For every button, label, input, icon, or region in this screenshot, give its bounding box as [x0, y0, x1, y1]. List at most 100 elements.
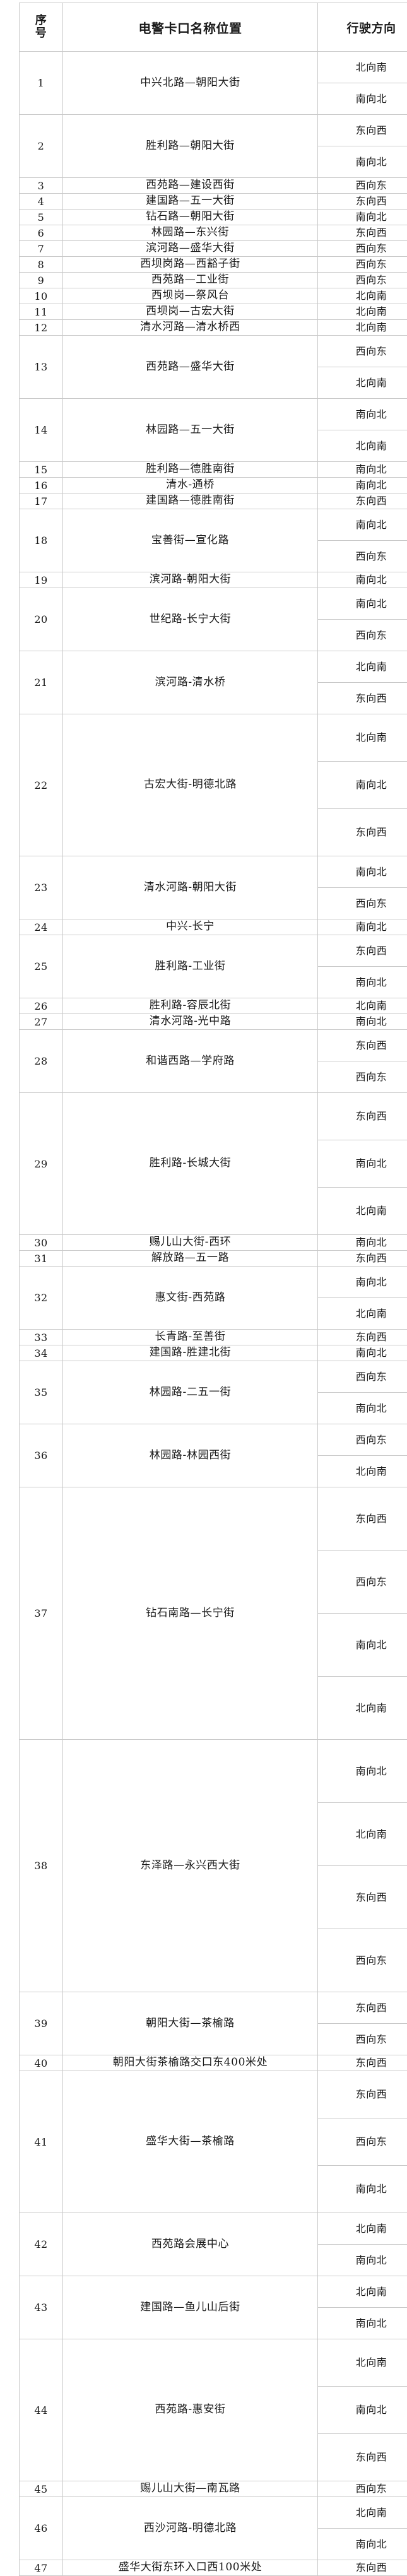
direction-list: 南向北 [318, 572, 407, 588]
cell-index: 38 [20, 1740, 63, 1992]
cell-direction: 西向东 [318, 241, 407, 256]
cell-direction-group: 东向西西向东南向北北向南 [318, 1487, 407, 1740]
cell-direction: 南向北 [318, 146, 407, 178]
direction-row: 东向西 [318, 2560, 407, 2575]
direction-row: 西向东 [318, 273, 407, 288]
cell-index: 41 [20, 2071, 63, 2213]
direction-row: 南向北 [318, 588, 407, 620]
direction-row: 东向西 [318, 2071, 407, 2118]
cell-direction: 西向东 [318, 273, 407, 288]
direction-list: 南向北 [318, 1235, 407, 1250]
direction-row: 北向南 [318, 320, 407, 335]
cell-checkpoint-name: 清水河路-朝阳大街 [63, 856, 318, 919]
cell-direction: 南向北 [318, 509, 407, 541]
cell-direction: 东向西 [318, 1866, 407, 1929]
direction-row: 南向北 [318, 856, 407, 888]
cell-checkpoint-name: 胜利路—朝阳大街 [63, 115, 318, 178]
direction-row: 北向南 [318, 52, 407, 83]
direction-row: 西向东 [318, 620, 407, 651]
direction-row: 南向北 [318, 919, 407, 935]
cell-direction-group: 西向东 [318, 241, 407, 257]
cell-direction: 南向北 [318, 399, 407, 430]
cell-direction: 北向南 [318, 52, 407, 83]
cell-checkpoint-name: 钻石南路—长宁街 [63, 1487, 318, 1740]
direction-list: 北向南南向北东向西 [318, 714, 407, 856]
cell-index: 22 [20, 714, 63, 856]
cell-direction-group: 南向北西向东 [318, 856, 407, 919]
cell-direction: 西向东 [318, 336, 407, 367]
cell-checkpoint-name: 西坝岗—古宏大街 [63, 304, 318, 320]
direction-list: 南向北北向南东向西西向东 [318, 1740, 407, 1992]
cell-direction: 西向东 [318, 2024, 407, 2055]
direction-row: 西向东 [318, 178, 407, 193]
cell-direction-group: 北向南 [318, 304, 407, 320]
direction-row: 西向东 [318, 336, 407, 367]
cell-index: 17 [20, 493, 63, 509]
cell-direction-group: 东向西 [318, 194, 407, 210]
cell-index: 3 [20, 178, 63, 194]
direction-row: 南向北 [318, 762, 407, 809]
cell-checkpoint-name: 盛华大街东环入口西100米处 [63, 2560, 318, 2576]
cell-index: 11 [20, 304, 63, 320]
direction-row: 东向西 [318, 1866, 407, 1929]
direction-row: 东向西 [318, 1251, 407, 1266]
direction-row: 北向南 [318, 1677, 407, 1740]
direction-row: 西向东 [318, 257, 407, 272]
column-header-index: 序 号 [20, 3, 63, 52]
cell-index: 10 [20, 288, 63, 304]
cell-direction: 西向东 [318, 888, 407, 919]
cell-direction-group: 西向东 [318, 178, 407, 194]
cell-checkpoint-name: 胜利路-长城大街 [63, 1093, 318, 1235]
direction-list: 南向北 [318, 462, 407, 477]
cell-checkpoint-name: 林园路-二五一街 [63, 1361, 318, 1424]
cell-index: 2 [20, 115, 63, 178]
cell-direction-group: 南向北北向南 [318, 1267, 407, 1330]
cell-direction: 北向南 [318, 1803, 407, 1866]
cell-direction: 北向南 [318, 367, 407, 399]
cell-direction-group: 东向西南向北 [318, 935, 407, 998]
direction-row: 南向北 [318, 2529, 407, 2560]
direction-list: 北向南 [318, 288, 407, 304]
cell-direction: 西向东 [318, 620, 407, 651]
cell-direction-group: 南向北 [318, 919, 407, 935]
direction-row: 北向南 [318, 1298, 407, 1330]
direction-row: 南向北 [318, 572, 407, 588]
direction-row: 北向南 [318, 430, 407, 462]
cell-checkpoint-name: 长青路-至善街 [63, 1330, 318, 1345]
cell-checkpoint-name: 清水-通桥 [63, 478, 318, 493]
cell-direction: 南向北 [318, 1740, 407, 1803]
direction-row: 西向东 [318, 2024, 407, 2055]
direction-row: 北向南 [318, 2213, 407, 2245]
cell-direction: 西向东 [318, 1061, 407, 1093]
direction-row: 南向北 [318, 2308, 407, 2339]
cell-index: 12 [20, 320, 63, 336]
cell-direction-group: 南向北北向南 [318, 399, 407, 462]
direction-row: 北向南 [318, 714, 407, 762]
cell-direction: 东向西 [318, 225, 407, 240]
cell-index: 1 [20, 52, 63, 115]
direction-row: 西向东 [318, 241, 407, 256]
cell-index: 42 [20, 2213, 63, 2276]
cell-index: 5 [20, 210, 63, 225]
direction-row: 南向北 [318, 478, 407, 493]
direction-list: 南向北西向东 [318, 588, 407, 651]
cell-index: 25 [20, 935, 63, 998]
cell-direction-group: 北向南南向北东向西 [318, 2339, 407, 2481]
